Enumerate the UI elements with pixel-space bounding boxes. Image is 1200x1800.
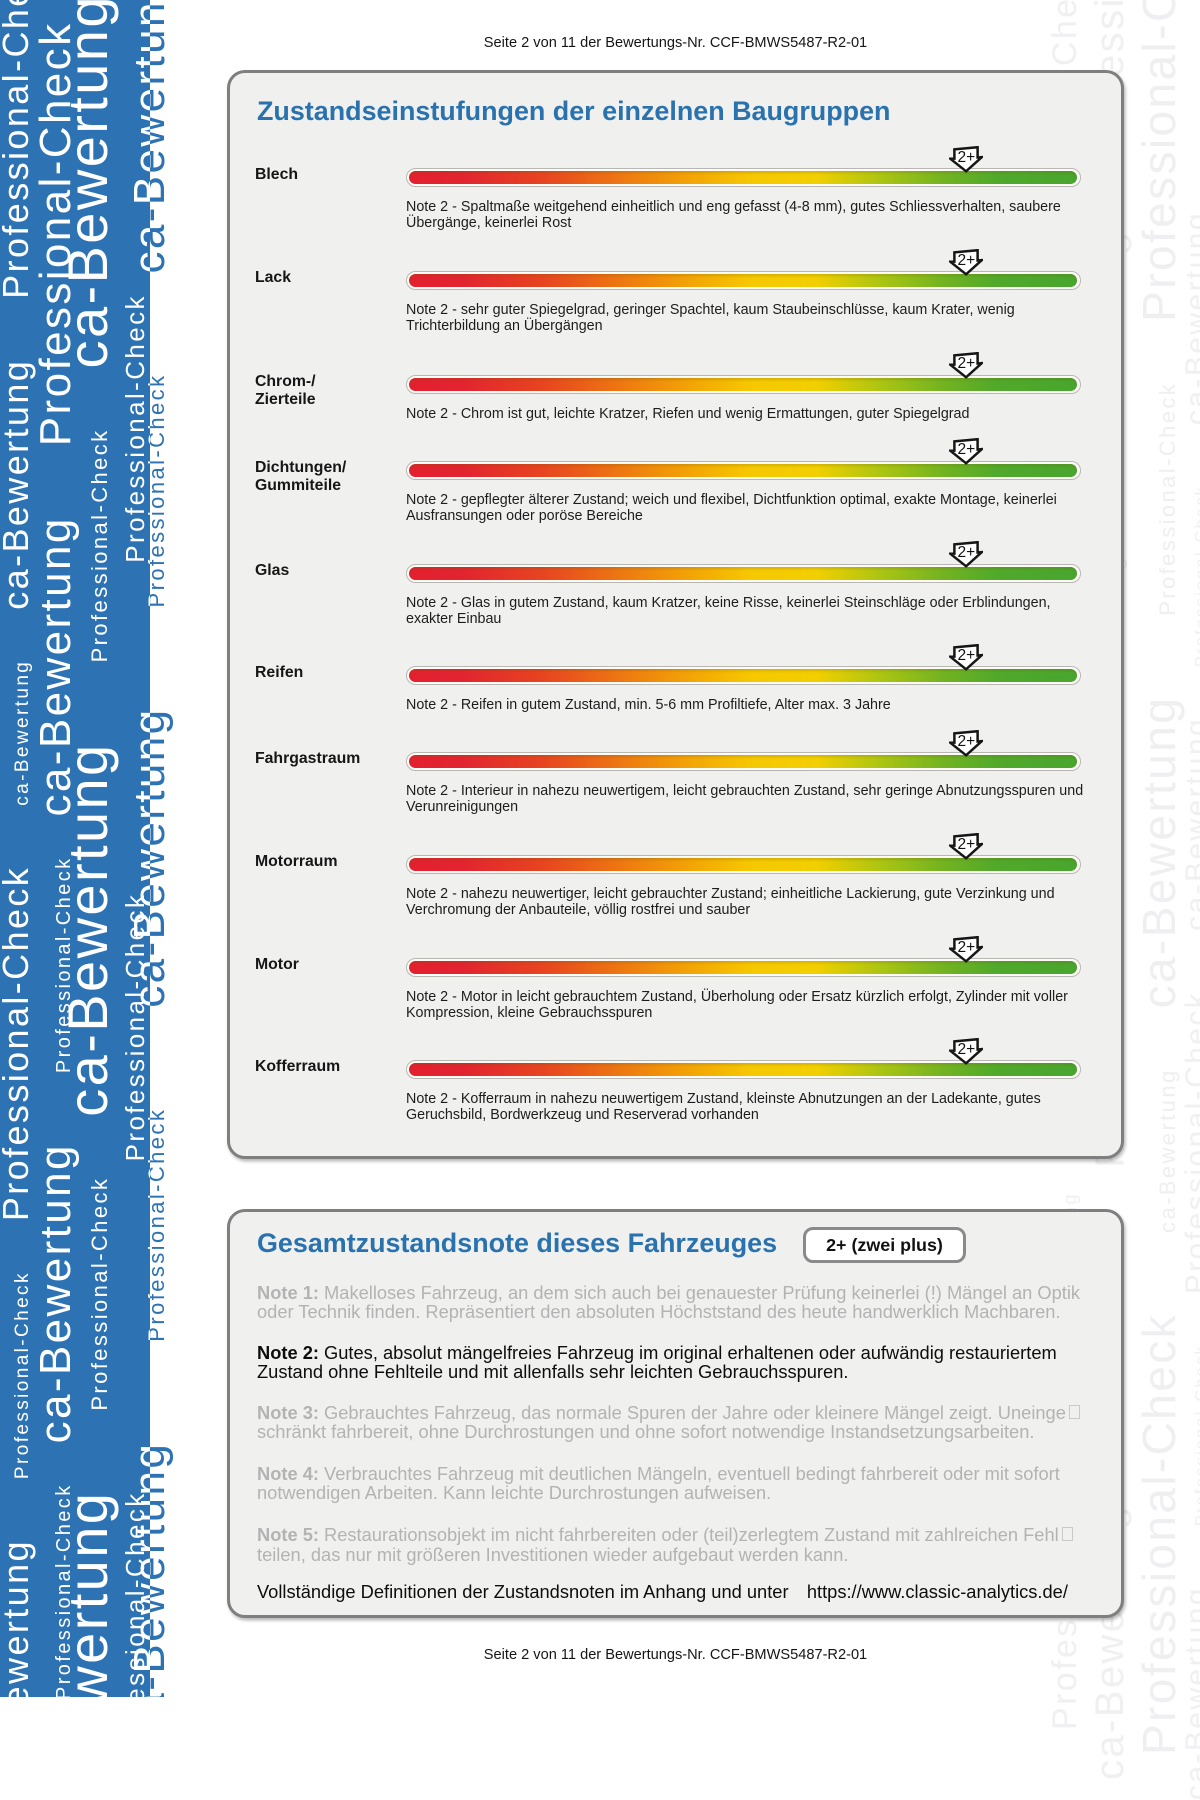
svg-text:2+: 2+ <box>957 441 975 458</box>
svg-text:2+: 2+ <box>957 544 975 561</box>
svg-text:2+: 2+ <box>957 355 975 372</box>
svg-text:2+: 2+ <box>957 836 975 853</box>
svg-text:2+: 2+ <box>957 647 975 664</box>
svg-text:2+: 2+ <box>957 252 975 269</box>
svg-text:2+: 2+ <box>957 149 975 166</box>
svg-text:2+: 2+ <box>957 733 975 750</box>
svg-text:2+: 2+ <box>957 939 975 956</box>
svg-text:2+: 2+ <box>957 1041 975 1058</box>
